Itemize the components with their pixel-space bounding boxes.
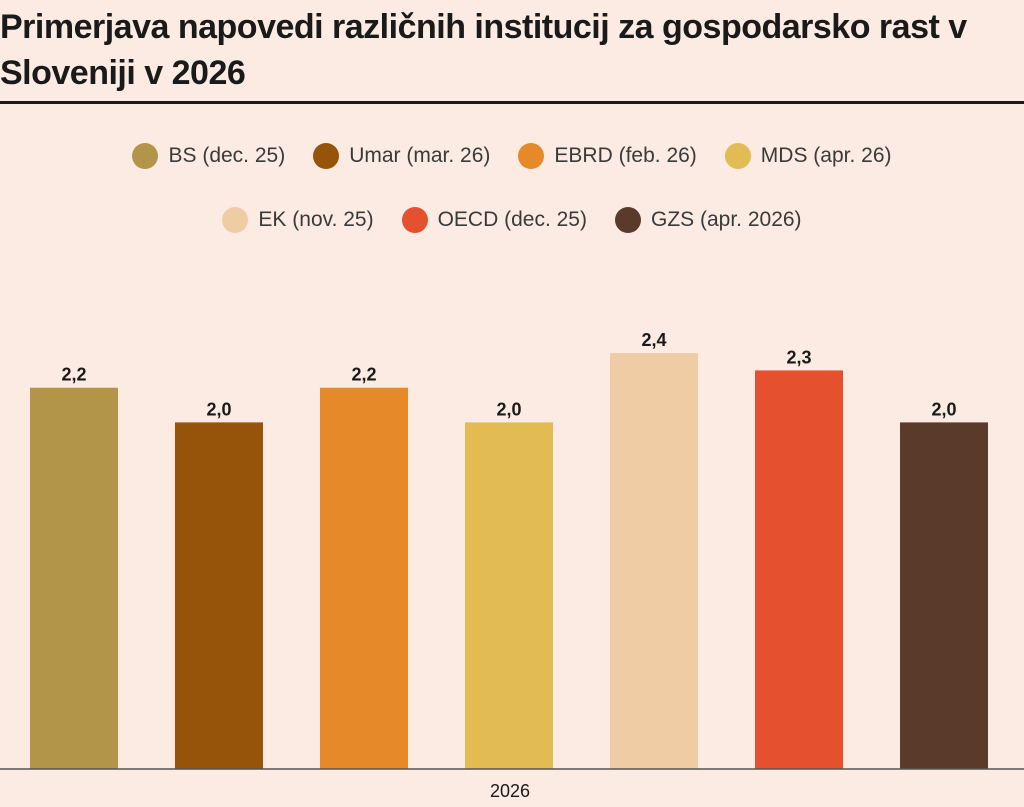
bar-value-label: 2,0 — [206, 399, 231, 419]
bar-oecd — [755, 370, 843, 769]
legend-label: GZS (apr. 2026) — [650, 208, 802, 231]
bar-value-label: 2,0 — [496, 399, 521, 419]
legend-label: BS (dec. 25) — [168, 144, 286, 167]
x-tick-label: 2026 — [490, 781, 530, 801]
legend-item-ebrd: EBRD (feb. 26) — [518, 142, 697, 170]
bar-bs — [30, 387, 118, 769]
bar-ebrd — [320, 387, 408, 769]
legend-item-oecd: OECD (dec. 25) — [401, 206, 587, 234]
legend-label: MDS (apr. 26) — [760, 144, 892, 167]
bar-ek — [610, 353, 698, 769]
bar-value-label: 2,3 — [786, 347, 811, 367]
bar-value-label: 2,2 — [61, 365, 86, 385]
legend-swatch — [724, 143, 751, 169]
legend-swatch — [313, 143, 340, 169]
legend-label: EK (nov. 25) — [258, 208, 374, 231]
legend-item-umar: Umar (mar. 26) — [313, 142, 490, 170]
legend-swatch — [401, 207, 428, 233]
legend-item-mds: MDS (apr. 26) — [724, 142, 892, 170]
legend-swatch — [222, 207, 249, 233]
chart-title: Primerjava napovedi različnih institucij… — [0, 8, 967, 92]
bar-gzs — [900, 422, 988, 769]
legend-swatch — [614, 207, 641, 233]
bar-value-label: 2,0 — [931, 399, 956, 419]
chart-legend: BS (dec. 25) Umar (mar. 26) EBRD (feb. 2… — [40, 142, 984, 234]
legend-label: OECD (dec. 25) — [437, 208, 587, 231]
bar-value-label: 2,4 — [641, 330, 666, 350]
legend-swatch — [518, 143, 545, 169]
legend-item-bs: BS (dec. 25) — [132, 142, 285, 170]
bar-mds — [465, 422, 553, 769]
legend-label: Umar (mar. 26) — [349, 144, 491, 167]
legend-label: EBRD (feb. 26) — [554, 144, 697, 167]
legend-swatch — [132, 143, 159, 169]
bar-umar — [175, 422, 263, 769]
title-divider — [0, 101, 1024, 104]
legend-item-gzs: GZS (apr. 2026) — [614, 206, 802, 234]
legend-item-ek: EK (nov. 25) — [222, 206, 374, 234]
bar-value-label: 2,2 — [351, 365, 376, 385]
